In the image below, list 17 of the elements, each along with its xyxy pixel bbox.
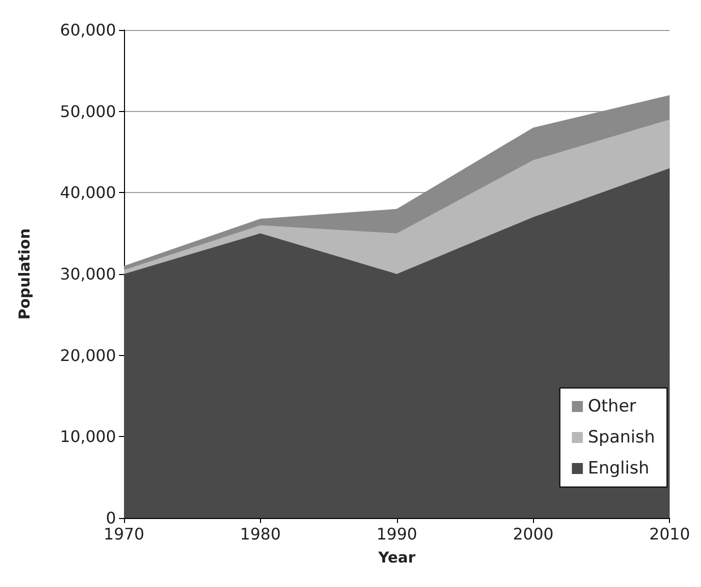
legend-label: Other <box>588 396 636 416</box>
x-tick-label: 1990 <box>376 524 418 544</box>
y-tick-label: 40,000 <box>60 183 116 202</box>
legend-label: Spanish <box>588 428 656 448</box>
x-axis-title: Year <box>377 548 416 566</box>
x-tick-label: 1970 <box>104 524 144 544</box>
x-tick-label: 1980 <box>240 524 281 544</box>
y-tick-label: 10,000 <box>60 427 116 446</box>
x-tick-label: 2000 <box>512 524 554 544</box>
y-tick-label: 0 <box>106 508 116 528</box>
y-tick-label: 30,000 <box>60 264 116 284</box>
y-axis-title: Population <box>16 228 34 320</box>
y-tick-label: 20,000 <box>60 346 116 365</box>
legend-label: English <box>588 458 650 478</box>
y-tick-label: 60,000 <box>60 20 116 40</box>
x-tick-label: 2010 <box>649 524 690 544</box>
y-tick-label: 50,000 <box>60 102 116 121</box>
